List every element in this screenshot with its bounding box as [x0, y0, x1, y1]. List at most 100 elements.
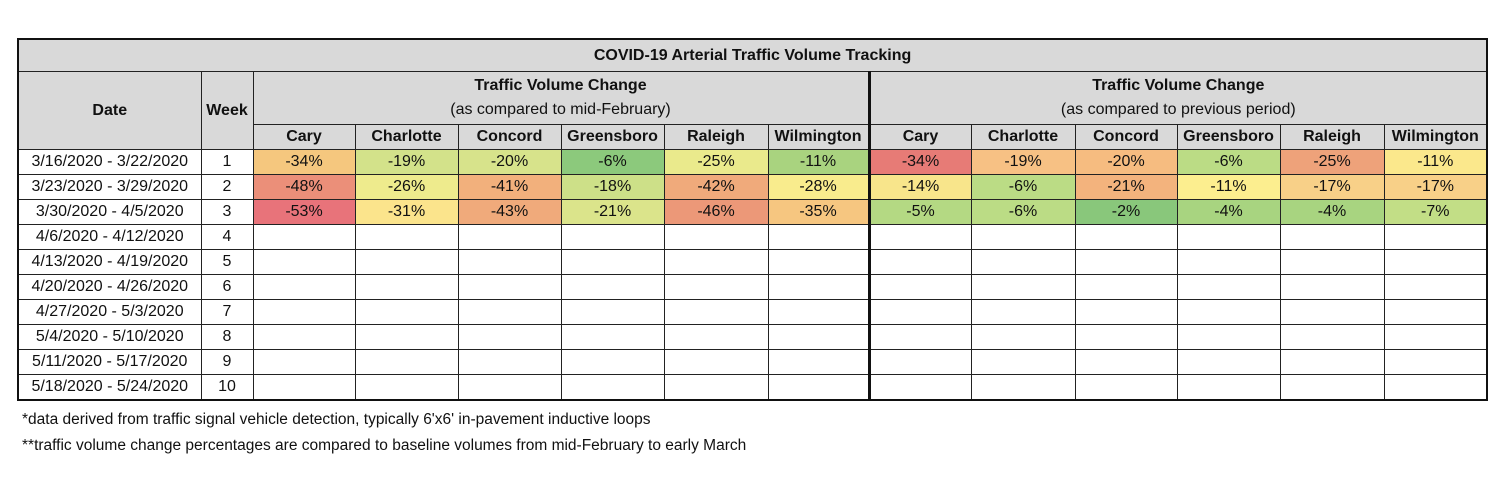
pct-cell — [867, 274, 972, 300]
pct-cell — [252, 224, 356, 250]
pct-cell: -46% — [663, 199, 769, 225]
pct-cell: -25% — [1279, 149, 1385, 175]
city-header-raleigh-group2: Raleigh — [1279, 124, 1385, 150]
pct-cell — [457, 324, 562, 350]
pct-cell — [1279, 274, 1385, 300]
table-row: 5/18/2020 - 5/24/2020 10 — [17, 374, 1488, 401]
pct-cell — [767, 374, 870, 401]
table-title: COVID-19 Arterial Traffic Volume Trackin… — [17, 38, 1488, 72]
pct-cell — [560, 274, 665, 300]
pct-cell — [970, 299, 1076, 325]
pct-cell — [560, 374, 665, 401]
table-row: 4/6/2020 - 4/12/2020 4 — [17, 224, 1488, 250]
pct-cell: -42% — [663, 174, 769, 200]
footnote-1: *data derived from traffic signal vehicl… — [22, 411, 651, 428]
pct-cell — [354, 349, 459, 375]
date-cell: 3/30/2020 - 4/5/2020 — [17, 199, 202, 225]
city-header-greensboro-group2: Greensboro — [1176, 124, 1281, 150]
group-header-previous-period: Traffic Volume Change (as compared to pr… — [867, 71, 1488, 125]
date-cell: 4/20/2020 - 4/26/2020 — [17, 274, 202, 300]
week-cell: 3 — [200, 199, 254, 225]
week-cell: 6 — [200, 274, 254, 300]
pct-cell — [1383, 374, 1488, 401]
pct-cell: -6% — [970, 199, 1076, 225]
pct-cell — [252, 299, 356, 325]
date-cell: 5/4/2020 - 5/10/2020 — [17, 324, 202, 350]
pct-cell: -26% — [354, 174, 459, 200]
pct-cell — [970, 249, 1076, 275]
pct-cell — [1176, 299, 1281, 325]
table-row: 4/27/2020 - 5/3/2020 7 — [17, 299, 1488, 325]
city-header-concord-group1: Concord — [457, 124, 562, 150]
pct-cell — [1176, 274, 1281, 300]
pct-cell: -14% — [867, 174, 972, 200]
pct-cell: -17% — [1383, 174, 1488, 200]
city-header-cary-group2: Cary — [867, 124, 972, 150]
pct-cell: -17% — [1279, 174, 1385, 200]
pct-cell: -25% — [663, 149, 769, 175]
table-row: 3/30/2020 - 4/5/2020 3 -53% -31% -43% -21% -46… — [17, 199, 1488, 225]
table-row: 4/20/2020 - 4/26/2020 6 — [17, 274, 1488, 300]
pct-cell: -28% — [767, 174, 870, 200]
pct-cell — [867, 249, 972, 275]
pct-cell — [1383, 349, 1488, 375]
pct-cell — [560, 224, 665, 250]
pct-cell — [1279, 299, 1385, 325]
pct-cell — [1074, 299, 1178, 325]
pct-cell — [1383, 274, 1488, 300]
pct-cell: -19% — [970, 149, 1076, 175]
pct-cell — [767, 299, 870, 325]
date-cell: 3/16/2020 - 3/22/2020 — [17, 149, 202, 175]
pct-cell — [1279, 349, 1385, 375]
pct-cell: -48% — [252, 174, 356, 200]
group2-subtitle: (as compared to previous period) — [1060, 101, 1296, 118]
pct-cell: -6% — [1176, 149, 1281, 175]
group2-title: Traffic Volume Change — [1092, 77, 1265, 94]
week-cell: 4 — [200, 224, 254, 250]
pct-cell — [1074, 349, 1178, 375]
pct-cell: -19% — [354, 149, 459, 175]
pct-cell: -34% — [867, 149, 972, 175]
pct-cell — [457, 249, 562, 275]
pct-cell — [767, 224, 870, 250]
pct-cell — [354, 324, 459, 350]
pct-cell — [867, 299, 972, 325]
pct-cell: -31% — [354, 199, 459, 225]
pct-cell — [1176, 349, 1281, 375]
week-cell: 7 — [200, 299, 254, 325]
city-header-raleigh-group1: Raleigh — [663, 124, 769, 150]
pct-cell — [1383, 224, 1488, 250]
table-row: 4/13/2020 - 4/19/2020 5 — [17, 249, 1488, 275]
pct-cell — [457, 374, 562, 401]
city-header-concord-group2: Concord — [1074, 124, 1178, 150]
pct-cell — [1176, 324, 1281, 350]
pct-cell — [1074, 224, 1178, 250]
pct-cell: -7% — [1383, 199, 1488, 225]
date-cell: 3/23/2020 - 3/29/2020 — [17, 174, 202, 200]
date-cell: 5/18/2020 - 5/24/2020 — [17, 374, 202, 401]
table-row: 5/4/2020 - 5/10/2020 8 — [17, 324, 1488, 350]
pct-cell — [767, 349, 870, 375]
week-cell: 5 — [200, 249, 254, 275]
pct-cell — [970, 324, 1076, 350]
group1-subtitle: (as compared to mid-February) — [450, 101, 671, 118]
pct-cell — [767, 324, 870, 350]
pct-cell — [1176, 249, 1281, 275]
pct-cell — [867, 224, 972, 250]
pct-cell: -43% — [457, 199, 562, 225]
city-header-row: Cary Charlotte Concord Greensboro Raleigh Wil… — [18, 124, 1488, 150]
city-header-greensboro-group1: Greensboro — [560, 124, 665, 150]
pct-cell — [767, 249, 870, 275]
pct-cell — [457, 299, 562, 325]
pct-cell — [1279, 249, 1385, 275]
pct-cell — [560, 249, 665, 275]
pct-cell: -53% — [252, 199, 356, 225]
date-cell: 4/13/2020 - 4/19/2020 — [17, 249, 202, 275]
pct-cell: -4% — [1176, 199, 1281, 225]
table-row: 3/16/2020 - 3/22/2020 1 -34% -19% -20% -6% -25… — [17, 149, 1488, 175]
pct-cell — [1383, 249, 1488, 275]
pct-cell: -34% — [252, 149, 356, 175]
pct-cell: -35% — [767, 199, 870, 225]
pct-cell — [970, 274, 1076, 300]
pct-cell — [970, 224, 1076, 250]
